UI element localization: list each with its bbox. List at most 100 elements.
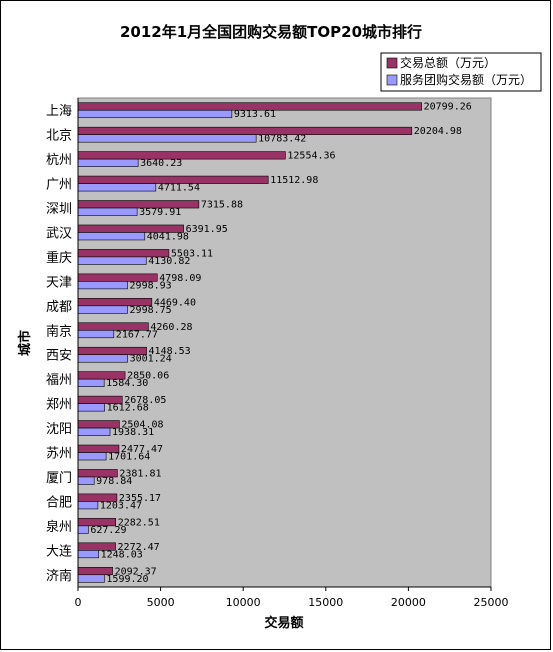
bar-service: [77, 427, 111, 436]
bar-service: [77, 109, 233, 119]
category-label: 天津: [46, 275, 72, 290]
value-label-service: 3579.91: [139, 207, 181, 218]
x-tick-label: 0: [75, 596, 82, 609]
value-label-total: 5503.11: [171, 248, 213, 259]
category-label: 泉州: [46, 519, 72, 535]
bars-layer: [77, 102, 422, 583]
category-label: 武汉: [46, 226, 72, 241]
category-label: 沈阳: [46, 422, 72, 437]
legend-swatch-total: [386, 57, 398, 69]
category-label: 广州: [46, 178, 72, 193]
category-label: 福州: [46, 373, 72, 388]
bar-service: [77, 183, 157, 192]
category-label: 南京: [46, 323, 72, 339]
bar-total: [77, 126, 413, 135]
bar-service: [77, 354, 128, 363]
value-label-service: 627.29: [90, 525, 126, 536]
value-label-total: 7315.88: [201, 200, 243, 211]
bar-service: [77, 378, 105, 387]
bar-service: [77, 525, 89, 534]
value-label-service: 1248.03: [101, 549, 143, 560]
bar-service: [77, 574, 105, 583]
value-label-service: 2167.77: [116, 329, 158, 340]
category-label: 深圳: [46, 202, 72, 217]
bar-service: [77, 403, 105, 412]
x-tick-label: 25000: [474, 596, 509, 609]
value-label-service: 4130.82: [148, 256, 190, 267]
category-label: 厦门: [46, 471, 72, 486]
value-label-total: 4260.28: [150, 322, 192, 333]
category-label: 郑州: [46, 398, 72, 413]
value-label-service: 3640.23: [140, 158, 182, 169]
value-label-total: 2355.17: [119, 493, 161, 504]
value-label-service: 9313.61: [234, 109, 276, 120]
legend-box: [380, 52, 542, 92]
plot-area: [77, 97, 492, 588]
value-label-service: 1701.64: [108, 452, 150, 463]
value-label-total: 2504.08: [121, 420, 163, 431]
value-label-total: 2092.37: [115, 566, 157, 577]
bar-service: [77, 476, 95, 485]
category-label: 重庆: [46, 250, 72, 266]
value-label-service: 10783.42: [258, 134, 306, 145]
x-tick-label: 10000: [226, 596, 261, 609]
value-label-total: 6391.95: [186, 224, 228, 235]
value-label-total: 2272.47: [118, 542, 160, 553]
chart-title: 2012年1月全国团购交易额TOP20城市排行: [120, 23, 422, 41]
category-label: 合肥: [46, 495, 72, 510]
bar-service: [77, 158, 139, 167]
category-label: 北京: [46, 129, 72, 144]
value-label-total: 2381.81: [119, 468, 161, 479]
bar-service: [77, 256, 147, 265]
x-tick-label: 15000: [308, 596, 343, 609]
bar-service: [77, 550, 99, 559]
value-label-total: 2477.47: [121, 444, 163, 455]
x-axis-ticks-layer: 0 5000 10000 15000 20000 25000: [75, 587, 509, 609]
bar-service: [77, 329, 115, 339]
bar-service: [77, 452, 107, 461]
bar-service: [77, 207, 138, 216]
bar-service: [77, 281, 128, 290]
value-label-service: 1599.20: [106, 574, 148, 585]
value-label-service: 1938.31: [112, 427, 154, 438]
y-axis-title: 城市: [17, 330, 33, 356]
bar-service: [77, 232, 146, 241]
value-label-total: 4469.40: [154, 297, 196, 308]
x-tick-label: 20000: [391, 596, 426, 609]
bar-service: [77, 305, 128, 314]
value-label-service: 2998.93: [130, 280, 172, 291]
legend: 交易总额（万元） 服务团购交易额（万元）: [380, 52, 542, 92]
value-label-total: 20204.98: [414, 126, 462, 137]
value-label-service: 1203.47: [100, 500, 142, 511]
value-label-total: 11512.98: [270, 175, 318, 186]
legend-label-total: 交易总额（万元）: [400, 55, 496, 70]
value-label-total: 2678.05: [124, 395, 166, 406]
category-label: 上海: [46, 104, 72, 119]
value-label-total: 20799.26: [424, 102, 472, 113]
category-label: 苏州: [46, 446, 72, 462]
value-label-service: 978.84: [96, 476, 132, 487]
category-label: 杭州: [46, 153, 72, 168]
legend-swatch-service: [386, 74, 398, 86]
value-label-total: 2850.06: [127, 371, 169, 382]
value-labels-layer: 20799.26 9313.61 20204.98 10783.42 12554.36 3…: [90, 102, 471, 585]
value-label-total: 4148.53: [149, 346, 191, 357]
bar-service: [77, 501, 99, 510]
value-label-total: 4798.09: [159, 273, 201, 284]
value-label-service: 4711.54: [158, 183, 200, 194]
value-label-service: 4041.98: [147, 231, 189, 242]
category-label: 大连: [46, 543, 72, 559]
x-tick-label: 5000: [147, 596, 175, 609]
category-label: 济南: [46, 568, 72, 584]
x-axis-title: 交易额: [264, 615, 303, 631]
bar-service: [77, 134, 257, 143]
value-label-service: 3001.24: [130, 354, 172, 365]
value-label-total: 12554.36: [287, 151, 335, 162]
value-label-service: 2998.75: [130, 305, 172, 316]
category-label: 成都: [46, 300, 72, 315]
legend-label-service: 服务团购交易额（万元）: [400, 72, 532, 87]
value-label-service: 1584.30: [106, 378, 148, 389]
